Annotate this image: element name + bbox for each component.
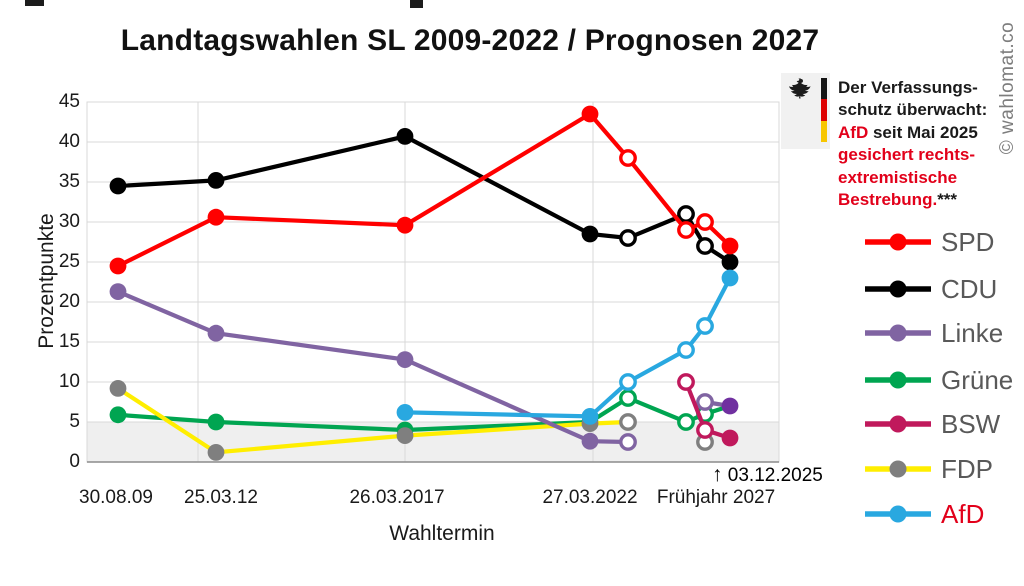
annotation-date: 03.12.2025 — [727, 465, 823, 486]
x-tick-label: Frühjahr 2027 — [656, 487, 776, 508]
poll-point-bsw — [677, 373, 695, 391]
poll-point-cdu — [619, 229, 637, 247]
data-point-linke — [207, 324, 225, 342]
data-point-spd — [581, 105, 599, 123]
flag-stripe-red — [821, 99, 827, 121]
x-tick-label: 30.08.09 — [79, 487, 153, 508]
screen-artifact — [25, 0, 44, 6]
x-axis-title: Wahltermin — [389, 522, 495, 545]
poll-point-spd — [696, 213, 714, 231]
chart-title: Landtagswahlen SL 2009-2022 / Prognosen … — [120, 24, 820, 57]
notice-line: gesichert rechts- — [838, 145, 975, 165]
series-line-afd — [404, 277, 732, 419]
series-line-spd — [117, 111, 732, 268]
data-point-cdu — [581, 225, 599, 243]
poll-point-fdp — [619, 413, 637, 431]
data-point-fdp — [396, 427, 414, 444]
watermark: © wahlomat.co — [997, 21, 1018, 155]
x-tick-label: 26.03.2017 — [349, 487, 445, 508]
data-point-linke — [396, 351, 414, 368]
notice-text: Der Verfassungs- schutz überwacht: AfD s… — [838, 77, 998, 211]
german-flag-icon — [821, 78, 827, 142]
data-point-cdu — [721, 253, 739, 271]
x-tick-label: 25.03.12 — [184, 487, 258, 508]
data-point-fdp — [207, 444, 225, 461]
poll-point-spd — [619, 149, 637, 167]
data-point-cdu — [109, 177, 127, 195]
y-tick-label: 15 — [58, 331, 80, 352]
data-point-bsw — [721, 429, 739, 447]
poll-point-cdu — [696, 237, 714, 255]
notice-line: AfD seit Mai 2025 — [838, 122, 978, 142]
x-tick-label: 27.03.2022 — [542, 487, 638, 508]
y-tick-label: 35 — [58, 171, 80, 192]
up-arrow-icon: ↑ — [712, 463, 723, 486]
y-tick-label: 30 — [58, 211, 80, 232]
data-point-spd — [721, 237, 739, 255]
poll-point-afd — [696, 317, 714, 335]
y-tick-label: 20 — [58, 291, 80, 312]
data-point-cdu — [396, 127, 414, 145]
notice-line: Bestrebung.*** — [838, 190, 958, 210]
data-point-afd — [396, 404, 414, 421]
poll-point-grüne — [677, 413, 695, 431]
data-point-spd — [207, 208, 225, 226]
y-axis-ticks: 0 5 10 15 20 25 30 35 40 45 — [30, 0, 80, 586]
data-point-linke — [721, 397, 739, 415]
flag-stripe-gold — [821, 120, 827, 142]
notice-line: Der Verfassungs- — [838, 78, 978, 97]
poll-point-linke — [696, 393, 714, 411]
data-point-cdu — [207, 172, 225, 189]
y-tick-label: 45 — [58, 91, 80, 112]
poll-point-grüne — [619, 389, 637, 407]
poll-point-linke — [619, 433, 637, 451]
data-point-grüne — [207, 413, 225, 431]
data-point-spd — [109, 257, 127, 275]
y-tick-label: 5 — [69, 411, 80, 432]
notice-line: schutz überwacht: — [838, 100, 988, 120]
y-tick-label: 0 — [69, 451, 80, 472]
data-point-linke — [109, 283, 127, 300]
flag-stripe-black — [821, 78, 827, 100]
y-tick-label: 40 — [58, 131, 80, 152]
date-annotation: ↑ 03.12.2025 — [712, 463, 823, 487]
data-point-linke — [581, 432, 599, 450]
data-point-spd — [396, 216, 414, 234]
data-point-afd — [721, 269, 739, 287]
poll-point-afd — [677, 341, 695, 359]
series-line-cdu — [117, 134, 732, 264]
data-point-fdp — [109, 380, 127, 397]
data-point-afd — [581, 408, 599, 425]
screen-artifact — [410, 0, 423, 8]
notice-line: extremistische — [838, 167, 958, 187]
bundesadler-eagle-icon — [788, 78, 811, 99]
poll-point-afd — [619, 373, 637, 391]
y-tick-label: 25 — [58, 251, 80, 272]
x-axis-ticks: 30.08.09 25.03.12 26.03.2017 27.03.2022 Früh… — [0, 487, 1024, 513]
y-tick-label: 10 — [58, 371, 80, 392]
y-axis-title: Prozentpunkte — [35, 213, 58, 349]
data-point-grüne — [109, 406, 127, 424]
poll-point-bsw — [696, 421, 714, 439]
plot-border — [86, 101, 780, 463]
poll-point-spd — [677, 221, 695, 239]
poll-point-cdu — [677, 205, 695, 223]
